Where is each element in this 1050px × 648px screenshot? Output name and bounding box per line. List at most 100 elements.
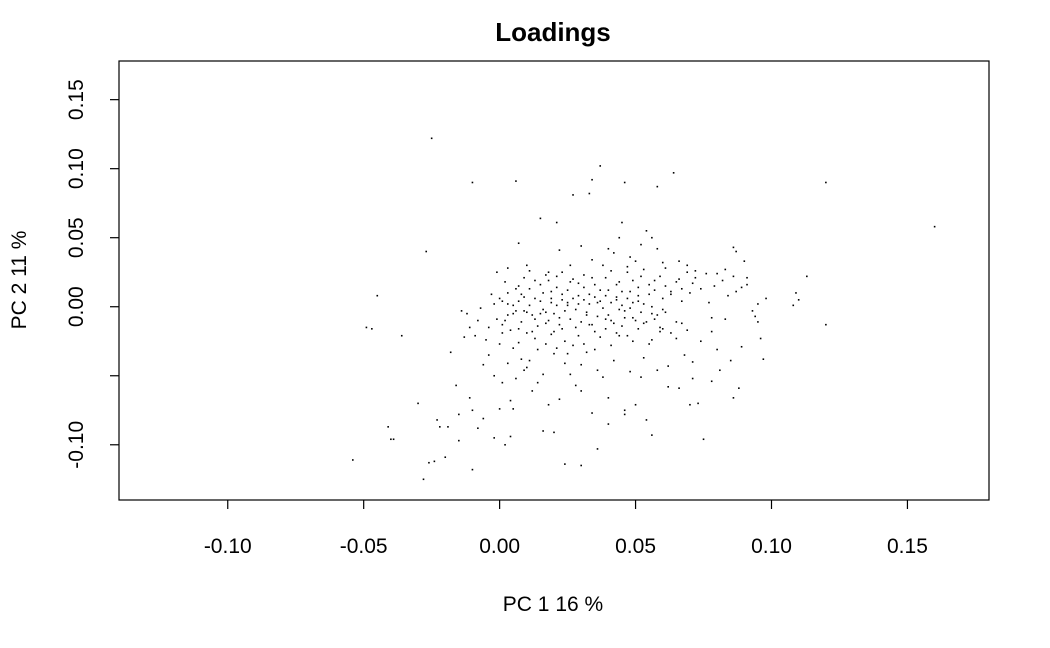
scatter-point [716,272,718,275]
scatter-point [825,181,827,184]
scatter-point [713,285,716,287]
scatter-point [550,333,553,336]
scatter-point [479,307,482,309]
scatter-point [528,359,531,362]
scatter-point [659,326,661,329]
x-tick-label: -0.10 [204,535,252,558]
scatter-point [634,319,637,322]
scatter-point [471,468,474,471]
scatter-point [656,314,659,316]
scatter-point [545,343,547,345]
scatter-point [387,426,389,428]
scatter-point [577,303,580,305]
scatter-point [680,322,683,325]
scatter-point [580,363,582,366]
scatter-point [610,344,612,347]
x-axis-label: PC 1 16 % [503,593,603,616]
scatter-point [661,308,664,311]
plot-frame [118,60,990,501]
scatter-point [637,286,640,289]
scatter-point [509,329,512,331]
scatter-point [659,275,661,278]
scatter-point [697,402,699,405]
scatter-point [376,294,379,297]
scatter-point [648,293,650,296]
scatter-point [607,397,610,399]
scatter-point [512,304,515,307]
scatter-point [561,293,563,296]
scatter-point [539,217,542,220]
scatter-point [471,409,474,412]
scatter-point [569,373,572,376]
scatter-point [498,343,501,345]
scatter-point [547,403,550,406]
scatter-point [580,245,582,247]
scatter-point [591,258,593,261]
scatter-point [482,363,485,366]
scatter-point [496,318,498,320]
scatter-point [585,311,588,314]
scatter-point [523,296,525,298]
scatter-point [651,236,653,239]
scatter-point [629,256,631,258]
scatter-point [528,304,531,307]
scatter-point [569,281,572,283]
scatter-point [566,289,569,291]
scatter-point [545,274,547,276]
scatter-point [542,430,544,432]
scatter-point [574,326,577,329]
scatter-point [580,390,582,392]
x-axis: -0.10 -0.05 0.00 0.05 0.10 0.15 [204,500,928,558]
scatter-point [433,460,436,463]
scatter-point [515,310,517,312]
scatter-point [572,194,574,196]
scatter-point [686,329,689,331]
scatter-point [482,417,485,420]
scatter-point [626,265,629,268]
scatter-point [577,334,580,337]
scatter-point [618,236,621,239]
scatter-point [542,373,544,376]
scatter-point [615,296,618,298]
scatter-point [637,328,640,330]
scatter-point [640,243,642,246]
scatter-point [528,287,531,290]
scatter-point [640,311,642,314]
scatter-point [675,337,678,340]
x-tick-label: 0.15 [887,535,928,558]
scatter-point [599,165,602,167]
scatter-point [493,374,495,377]
scatter-point [651,339,653,341]
x-tick-label: 0.00 [479,535,520,558]
scatter-point [417,402,419,405]
scatter-point [460,310,463,312]
x-tick-label: 0.05 [615,535,656,558]
scatter-point [675,321,678,323]
scatter-point [632,316,634,319]
scatter-point [471,181,474,184]
scatter-point [596,448,599,450]
scatter-point [689,292,691,294]
scatter-point [501,381,504,384]
scatter-point [504,319,506,322]
scatter-point [558,323,561,326]
scatter-point [591,178,593,181]
scatter-point [634,260,637,262]
y-tick-label: 0.05 [65,217,88,258]
scatter-point [632,340,634,343]
scatter-point [599,289,602,291]
scatter-point [561,299,563,301]
scatter-point [795,292,797,294]
scatter-point [667,365,669,367]
chart-title: Loadings [495,17,611,47]
scatter-point [593,348,596,351]
scatter-point [531,390,534,392]
scatter-point [634,403,637,406]
scatter-point [553,431,555,434]
scatter-point [561,328,563,330]
scatter-point [610,319,612,322]
scatter-point [618,281,621,283]
scatter-point [708,301,710,304]
scatter-point [512,347,515,349]
scatter-point [757,303,759,305]
